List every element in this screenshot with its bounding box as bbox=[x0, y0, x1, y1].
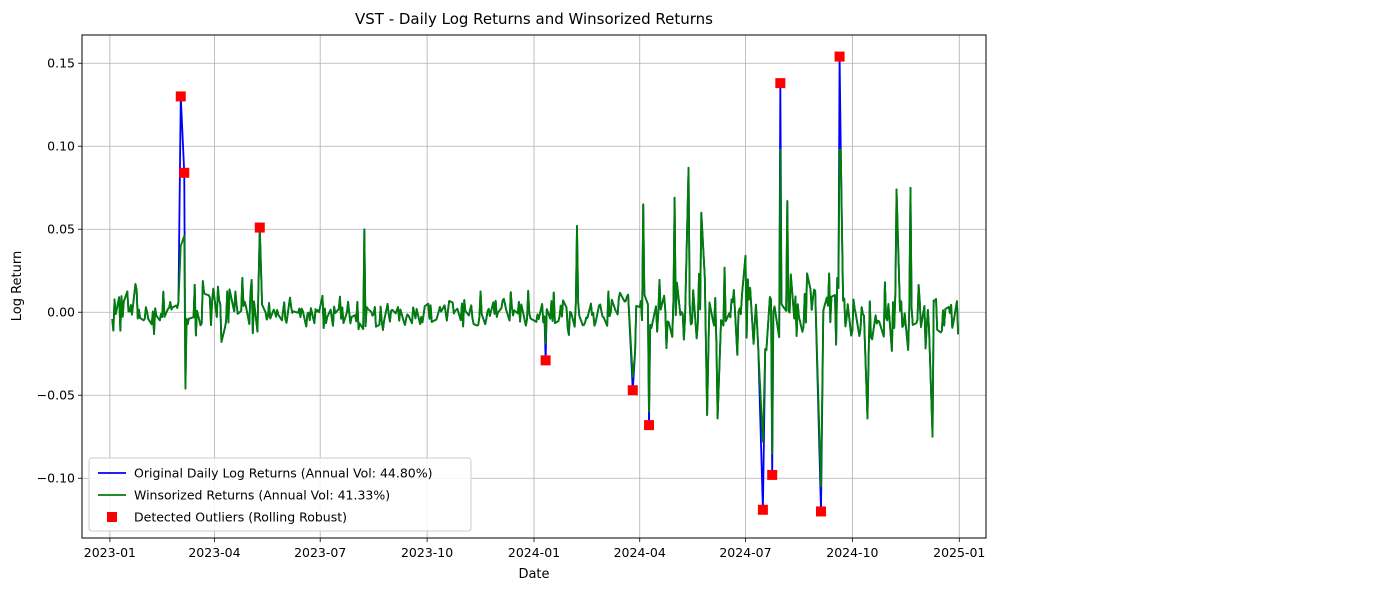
x-tick-label: 2024-01 bbox=[508, 545, 560, 560]
outlier-marker bbox=[179, 167, 190, 178]
x-tick-label: 2024-10 bbox=[826, 545, 878, 560]
x-tick-label: 2023-01 bbox=[84, 545, 136, 560]
outlier-marker bbox=[775, 78, 786, 89]
x-axis-label: Date bbox=[518, 567, 549, 582]
y-tick-label: −0.05 bbox=[37, 388, 75, 403]
outlier-marker bbox=[175, 91, 186, 102]
series-winsorized-returns bbox=[111, 148, 960, 488]
x-tick-label: 2024-07 bbox=[719, 545, 771, 560]
legend-box bbox=[88, 457, 472, 532]
outlier-marker bbox=[767, 469, 778, 480]
x-tick-label: 2025-01 bbox=[933, 545, 985, 560]
grid bbox=[82, 35, 986, 538]
y-axis-label: Log Return bbox=[10, 251, 25, 322]
y-tick-label: 0.00 bbox=[47, 305, 75, 320]
legend-swatch-outliers bbox=[107, 512, 117, 522]
y-tick-label: −0.10 bbox=[37, 471, 75, 486]
winsorized-returns-line bbox=[111, 148, 960, 488]
legend-label-winsorized: Winsorized Returns (Annual Vol: 41.33%) bbox=[134, 488, 390, 503]
series-outliers bbox=[175, 51, 845, 517]
outlier-marker bbox=[816, 506, 827, 517]
outlier-marker bbox=[644, 420, 655, 431]
x-tick-label: 2023-07 bbox=[294, 545, 346, 560]
legend: Original Daily Log Returns (Annual Vol: … bbox=[88, 457, 472, 532]
chart-title: VST - Daily Log Returns and Winsorized R… bbox=[355, 10, 713, 28]
x-tick-label: 2023-04 bbox=[188, 545, 240, 560]
outlier-marker bbox=[627, 385, 638, 396]
legend-label-outliers: Detected Outliers (Rolling Robust) bbox=[134, 510, 347, 525]
outlier-marker bbox=[540, 355, 551, 366]
y-tick-label: 0.05 bbox=[47, 222, 75, 237]
outlier-marker bbox=[834, 51, 845, 62]
y-tick-label: 0.15 bbox=[47, 56, 75, 71]
x-tick-label: 2023-10 bbox=[401, 545, 453, 560]
axis-ticks: 2023-01 2023-04 2023-07 2023-10 2024-01 2024-… bbox=[37, 56, 986, 560]
y-tick-label: 0.10 bbox=[47, 139, 75, 154]
outlier-marker bbox=[254, 222, 265, 233]
legend-label-original: Original Daily Log Returns (Annual Vol: … bbox=[134, 466, 432, 481]
x-tick-label: 2024-04 bbox=[614, 545, 666, 560]
outlier-marker bbox=[757, 504, 768, 515]
